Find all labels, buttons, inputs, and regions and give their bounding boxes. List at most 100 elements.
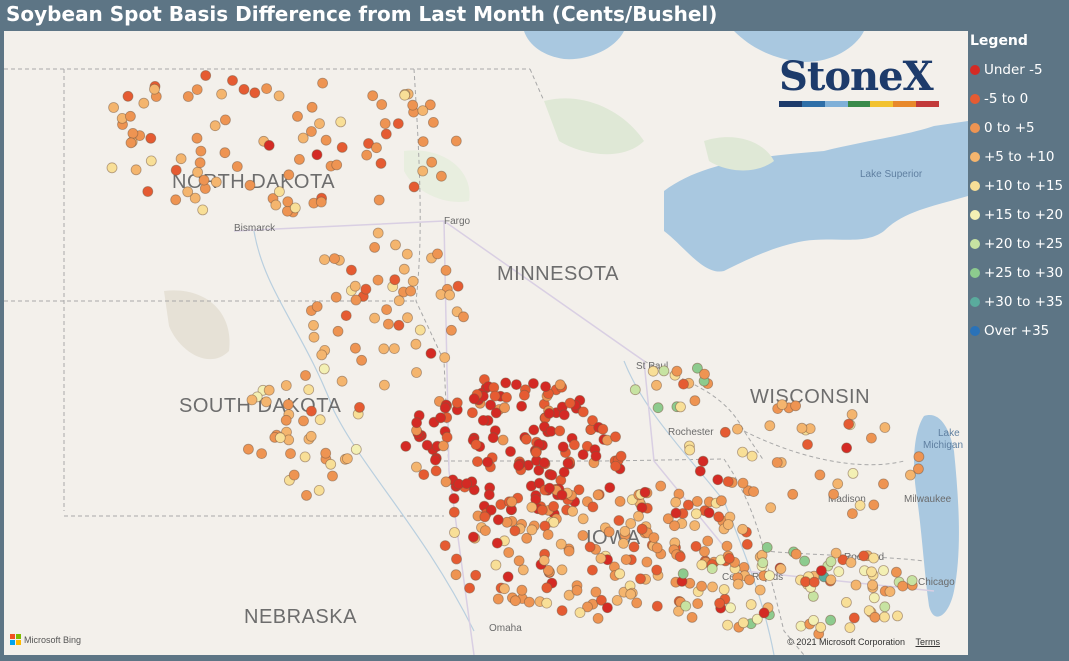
location-dot[interactable] [106, 162, 118, 174]
location-dot[interactable] [470, 569, 482, 581]
location-dot[interactable] [292, 111, 303, 122]
location-dot[interactable] [308, 319, 319, 331]
location-dot[interactable] [696, 559, 708, 571]
location-dot[interactable] [689, 395, 701, 407]
location-dot[interactable] [682, 499, 694, 511]
location-dot[interactable] [828, 488, 839, 500]
location-dot[interactable] [536, 504, 548, 516]
location-dot[interactable] [189, 192, 201, 204]
location-dot[interactable] [125, 137, 137, 149]
terms-link[interactable]: Terms [915, 637, 941, 647]
location-dot[interactable] [297, 132, 309, 144]
location-dot[interactable] [542, 529, 554, 541]
location-dot[interactable] [308, 331, 320, 343]
location-dot[interactable] [263, 384, 275, 396]
location-dot[interactable] [509, 595, 521, 607]
location-dot[interactable] [331, 159, 343, 171]
location-dot[interactable] [194, 157, 206, 169]
location-dot[interactable] [694, 465, 706, 477]
location-dot[interactable] [587, 564, 598, 576]
location-dot[interactable] [825, 574, 837, 586]
location-dot[interactable] [452, 280, 464, 292]
location-dot[interactable] [807, 591, 819, 602]
location-dot[interactable] [170, 194, 182, 206]
location-dot[interactable] [392, 118, 404, 129]
legend-item[interactable]: Over +35 [970, 316, 1066, 345]
location-dot[interactable] [556, 489, 568, 501]
location-dot[interactable] [538, 457, 550, 469]
location-dot[interactable] [448, 493, 460, 504]
location-dot[interactable] [745, 599, 757, 610]
location-dot[interactable] [448, 506, 460, 518]
location-dot[interactable] [544, 482, 555, 494]
location-dot[interactable] [669, 520, 680, 532]
location-dot[interactable] [671, 365, 683, 377]
location-dot[interactable] [301, 489, 312, 501]
location-dot[interactable] [464, 582, 476, 594]
location-dot[interactable] [868, 592, 880, 604]
location-dot[interactable] [263, 140, 275, 151]
location-dot[interactable] [847, 467, 859, 479]
location-dot[interactable] [485, 399, 497, 411]
location-dot[interactable] [393, 295, 405, 307]
location-dot[interactable] [662, 513, 674, 525]
location-dot[interactable] [429, 454, 441, 466]
location-dot[interactable] [841, 597, 852, 608]
location-dot[interactable] [320, 447, 332, 459]
location-dot[interactable] [470, 439, 482, 451]
location-dot[interactable] [345, 264, 357, 276]
location-dot[interactable] [670, 507, 682, 519]
location-dot[interactable] [625, 588, 637, 600]
location-dot[interactable] [546, 469, 558, 481]
map-canvas[interactable]: NORTH DAKOTA SOUTH DAKOTA MINNESOTA WISC… [4, 31, 968, 655]
location-dot[interactable] [604, 482, 616, 494]
location-dot[interactable] [369, 241, 381, 253]
location-dot[interactable] [830, 547, 842, 559]
location-dot[interactable] [388, 343, 400, 355]
legend-item[interactable]: Under -5 [970, 55, 1066, 84]
location-dot[interactable] [603, 526, 615, 538]
location-dot[interactable] [764, 570, 775, 581]
location-dot[interactable] [651, 564, 663, 576]
location-dot[interactable] [866, 432, 877, 444]
location-dot[interactable] [843, 418, 855, 430]
location-dot[interactable] [227, 75, 238, 86]
location-dot[interactable] [283, 169, 295, 181]
location-dot[interactable] [398, 263, 410, 275]
location-dot[interactable] [375, 157, 387, 169]
location-dot[interactable] [516, 400, 527, 412]
location-dot[interactable] [868, 552, 879, 564]
location-dot[interactable] [440, 476, 452, 488]
location-dot[interactable] [306, 101, 318, 113]
location-dot[interactable] [513, 555, 525, 567]
location-dot[interactable] [325, 458, 337, 470]
location-dot[interactable] [379, 118, 391, 129]
location-dot[interactable] [349, 342, 361, 354]
location-dot[interactable] [771, 457, 783, 468]
location-dot[interactable] [577, 449, 589, 461]
location-dot[interactable] [427, 117, 439, 128]
location-dot[interactable] [758, 607, 770, 619]
location-dot[interactable] [330, 291, 342, 303]
location-dot[interactable] [439, 540, 451, 551]
location-dot[interactable] [511, 379, 522, 391]
location-dot[interactable] [738, 617, 749, 629]
location-dot[interactable] [543, 407, 555, 419]
location-dot[interactable] [879, 601, 891, 613]
legend-item[interactable]: +25 to +30 [970, 258, 1066, 287]
location-dot[interactable] [725, 602, 736, 614]
location-dot[interactable] [288, 469, 300, 481]
location-dot[interactable] [503, 547, 515, 558]
location-dot[interactable] [314, 118, 325, 129]
legend-item[interactable]: +10 to +15 [970, 171, 1066, 200]
location-dot[interactable] [487, 432, 499, 444]
location-dot[interactable] [356, 354, 368, 366]
location-dot[interactable] [629, 384, 641, 396]
location-dot[interactable] [850, 579, 862, 591]
location-dot[interactable] [376, 99, 388, 110]
location-dot[interactable] [458, 311, 469, 323]
location-dot[interactable] [744, 574, 755, 586]
location-dot[interactable] [615, 450, 627, 462]
location-dot[interactable] [670, 496, 682, 508]
location-dot[interactable] [145, 155, 157, 167]
